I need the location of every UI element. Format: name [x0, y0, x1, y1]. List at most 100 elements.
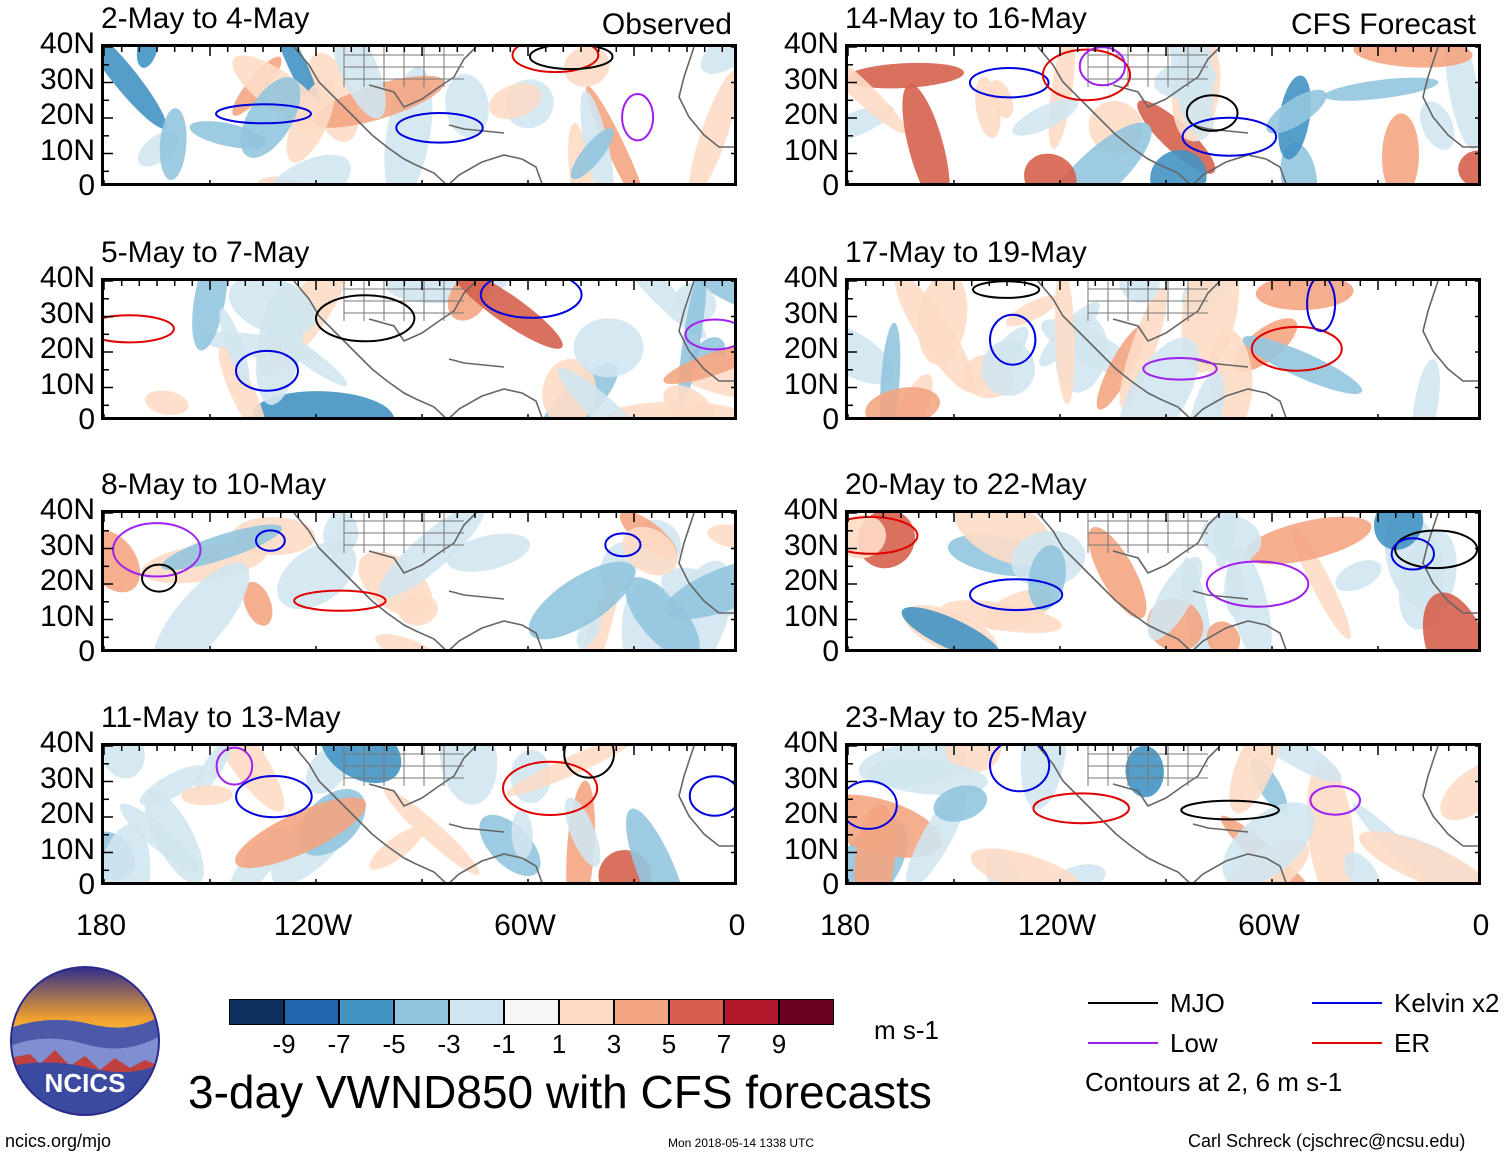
lat-label: 0	[78, 868, 95, 901]
panel-title: 23-May to 25-May	[845, 701, 1087, 734]
ncics-logo: NCICS	[10, 966, 160, 1116]
legend-label: Low	[1170, 1028, 1218, 1058]
footer-url[interactable]: ncics.org/mjo	[5, 1131, 112, 1151]
lat-label: 10N	[783, 599, 839, 633]
colorbar-tick: -1	[492, 1029, 516, 1059]
lon-label: 120W	[273, 909, 353, 942]
colorbar-swatch	[559, 999, 614, 1025]
colorbar-tick: 5	[661, 1029, 677, 1059]
panel-title: 17-May to 19-May	[845, 236, 1087, 269]
lat-label: 0	[822, 868, 839, 901]
lat-label: 30N	[783, 62, 839, 96]
colorbar-swatch	[284, 999, 339, 1025]
colorbar-swatch	[614, 999, 669, 1025]
map-panel	[845, 278, 1481, 420]
lat-label: 30N	[783, 761, 839, 795]
panel-tag: Observed	[601, 8, 732, 41]
legend-label: ER	[1394, 1028, 1431, 1058]
colorbar-tick: -7	[327, 1029, 351, 1059]
map-graphic	[104, 746, 734, 882]
map-graphic	[104, 513, 734, 649]
map-graphic	[104, 281, 734, 417]
lat-label: 40N	[39, 493, 95, 526]
map-panel	[101, 44, 737, 186]
lat-label: 40N	[39, 261, 95, 294]
colorbar-tick: -3	[437, 1029, 461, 1059]
map-panel	[845, 44, 1481, 186]
map-graphic	[848, 281, 1478, 417]
lat-label: 0	[822, 403, 839, 436]
lat-label: 40N	[39, 726, 95, 759]
map-panel	[845, 743, 1481, 885]
colorbar-tick: 3	[606, 1029, 622, 1059]
lat-label: 10N	[783, 367, 839, 401]
logo-text: NCICS	[45, 1068, 126, 1098]
colorbar-swatch	[339, 999, 394, 1025]
colorbar-tick: 7	[716, 1029, 732, 1059]
lat-label: 40N	[783, 726, 839, 759]
map-graphic	[848, 746, 1478, 882]
colorbar-swatch	[779, 999, 834, 1025]
legend-line	[1088, 1002, 1158, 1004]
colorbar-tick: -9	[272, 1029, 296, 1059]
panel-title: 5-May to 7-May	[101, 236, 310, 269]
map-graphic	[104, 47, 734, 183]
map-panel	[845, 510, 1481, 652]
lat-label: 10N	[39, 367, 95, 401]
colorbar-swatch	[724, 999, 779, 1025]
lat-label: 30N	[783, 296, 839, 330]
legend-line	[1312, 1042, 1382, 1044]
lat-label: 20N	[783, 797, 839, 830]
legend-label: MJO	[1170, 988, 1225, 1018]
colorbar-tick: -5	[382, 1029, 406, 1059]
map-graphic	[848, 47, 1478, 183]
lat-label: 20N	[39, 797, 95, 830]
panel-title: 14-May to 16-May	[845, 2, 1087, 35]
colorbar-swatch	[394, 999, 449, 1025]
lat-label: 40N	[783, 261, 839, 294]
lat-label: 30N	[39, 528, 95, 562]
colorbar-units: m s-1	[874, 1015, 939, 1045]
map-panel	[101, 278, 737, 420]
panel-title: 2-May to 4-May	[101, 2, 310, 35]
lon-label: 180	[75, 909, 127, 942]
lon-label: 0	[1472, 909, 1490, 942]
colorbar	[229, 999, 834, 1025]
colorbar-swatch	[669, 999, 724, 1025]
colorbar-tick: 1	[551, 1029, 567, 1059]
panel-title: 11-May to 13-May	[101, 701, 341, 734]
lat-label: 20N	[39, 564, 95, 597]
colorbar-tick: 9	[771, 1029, 787, 1059]
lon-label: 0	[728, 909, 746, 942]
lat-label: 40N	[39, 27, 95, 60]
map-graphic	[848, 513, 1478, 649]
legend-line	[1088, 1042, 1158, 1044]
lat-label: 30N	[39, 296, 95, 330]
panel-title: 20-May to 22-May	[845, 468, 1087, 501]
panel-tag: CFS Forecast	[1290, 8, 1476, 41]
lat-label: 30N	[39, 62, 95, 96]
colorbar-swatch	[504, 999, 559, 1025]
lon-label: 60W	[494, 909, 556, 942]
legend-label: Kelvin x2	[1394, 988, 1500, 1018]
legend-line	[1312, 1002, 1382, 1004]
lat-label: 20N	[39, 98, 95, 131]
footer-author: Carl Schreck (cjschrec@ncsu.edu)	[1188, 1131, 1466, 1151]
lat-label: 10N	[39, 832, 95, 866]
map-panel	[101, 743, 737, 885]
lat-label: 0	[822, 169, 839, 202]
lat-label: 40N	[783, 27, 839, 60]
figure-title: 3-day VWND850 with CFS forecasts	[188, 1066, 932, 1118]
lat-label: 30N	[39, 761, 95, 795]
lat-label: 0	[78, 169, 95, 202]
colorbar-swatch	[229, 999, 284, 1025]
lat-label: 20N	[783, 332, 839, 365]
legend-note: Contours at 2, 6 m s-1	[1085, 1067, 1343, 1097]
lat-label: 10N	[783, 133, 839, 167]
lat-label: 20N	[39, 332, 95, 365]
lat-label: 30N	[783, 528, 839, 562]
lon-label: 180	[819, 909, 871, 942]
lat-label: 0	[822, 635, 839, 668]
lon-label: 60W	[1238, 909, 1300, 942]
panel-title: 8-May to 10-May	[101, 468, 327, 501]
